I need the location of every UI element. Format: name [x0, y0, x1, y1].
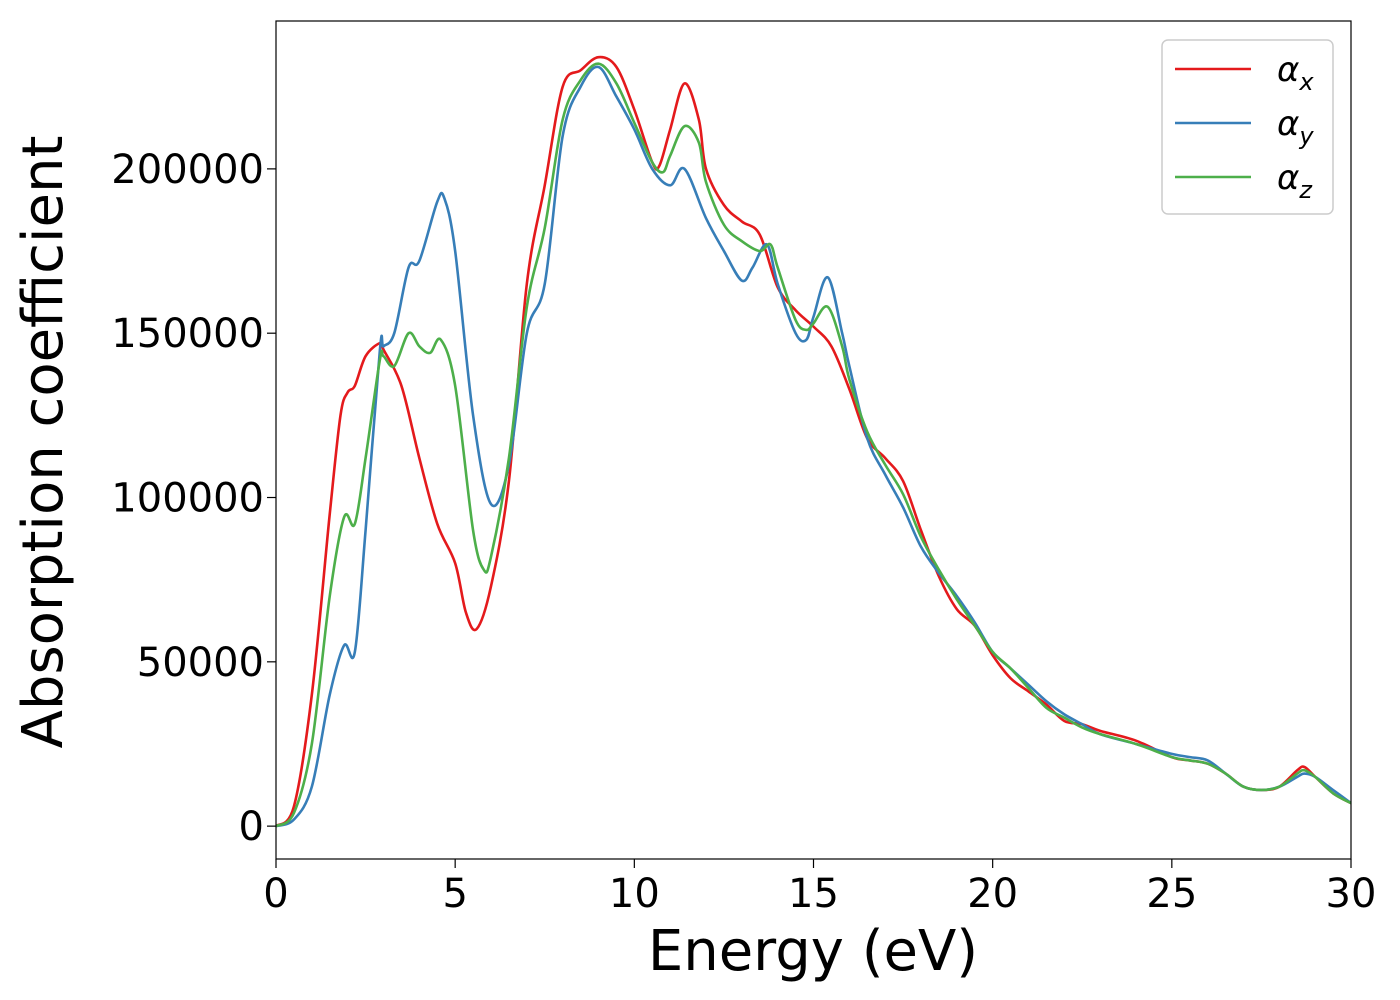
legend-label-x: αx [1277, 50, 1314, 96]
y-tick-label: 150000 [111, 311, 264, 357]
y-axis-label: Absorption coefficient [11, 136, 76, 749]
x-tick-label: 25 [1146, 871, 1197, 917]
series-line-y [276, 65, 1351, 828]
x-axis-label: Energy (eV) [648, 919, 978, 984]
y-tick-label: 100000 [111, 476, 264, 522]
series-layer [276, 55, 1351, 828]
series-line-z [276, 62, 1351, 828]
x-tick-label: 20 [967, 871, 1018, 917]
x-tick-label: 30 [1326, 871, 1377, 917]
x-axis: 0 5 10 15 20 25 30 [263, 859, 1376, 917]
legend-box [1161, 39, 1334, 215]
x-tick-label: 10 [609, 871, 660, 917]
y-tick-label: 50000 [137, 640, 264, 686]
legend-label-y: αy [1277, 104, 1314, 150]
x-tick-label: 0 [263, 871, 288, 917]
x-tick-label: 5 [442, 871, 467, 917]
y-axis: 0 50000 100000 150000 200000 [111, 147, 276, 850]
y-tick-label: 0 [239, 804, 264, 850]
y-tick-label: 200000 [111, 147, 264, 193]
x-tick-label: 15 [788, 871, 839, 917]
